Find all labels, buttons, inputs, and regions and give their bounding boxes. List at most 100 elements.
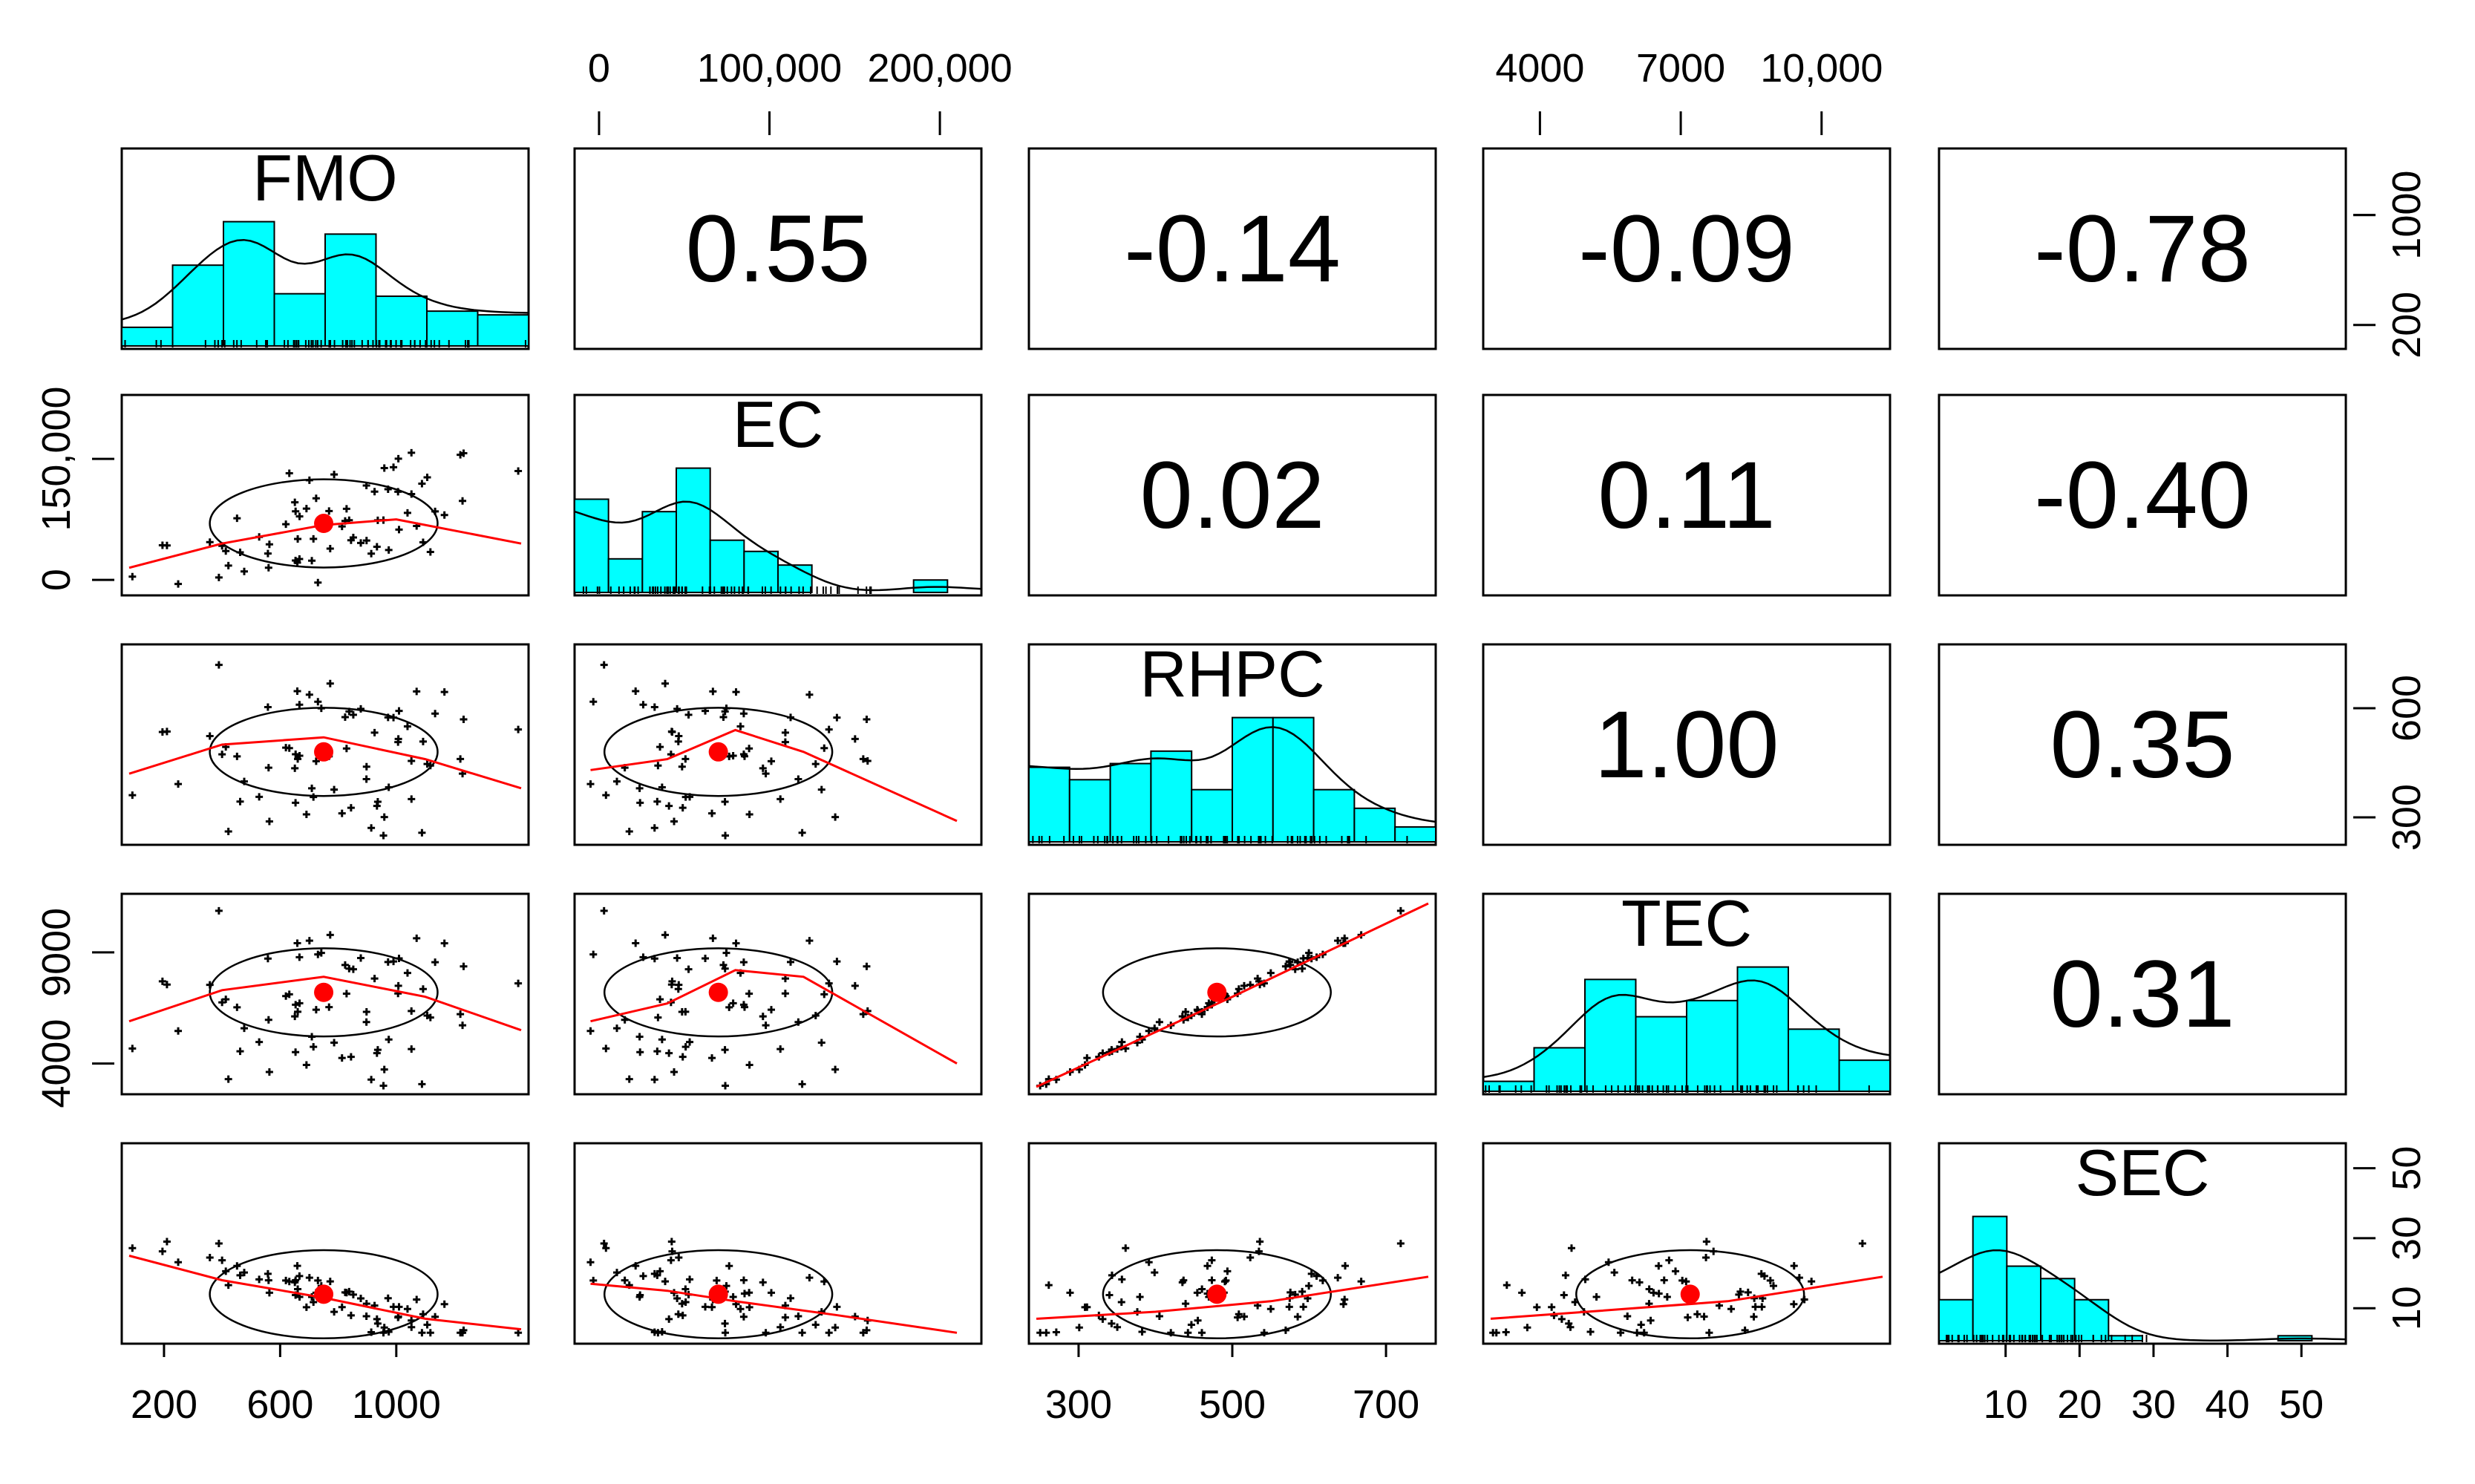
data-point (1223, 1267, 1232, 1275)
panel-frame (1938, 643, 2347, 846)
mean-point (314, 514, 334, 534)
data-point (1637, 1321, 1645, 1329)
data-point (833, 958, 841, 966)
data-point (665, 1315, 673, 1323)
data-point (285, 469, 293, 477)
data-point (1610, 1269, 1618, 1277)
correlation-fmo-tec: -0.09 (1578, 196, 1795, 302)
y-tick-label-fmo: 1000 (2384, 171, 2429, 260)
data-point (293, 687, 301, 696)
data-point (708, 1054, 716, 1062)
data-point (265, 1289, 273, 1297)
data-point (820, 990, 828, 998)
data-point (759, 764, 767, 772)
data-point (859, 755, 867, 763)
data-point (1592, 1292, 1601, 1301)
data-point (1660, 1276, 1668, 1284)
hist-bar-rhpc-2 (1109, 762, 1152, 843)
panel-tec-fmo (120, 892, 530, 1096)
data-point (586, 1258, 595, 1266)
data-point (1299, 955, 1307, 963)
data-point (719, 961, 728, 969)
data-point (218, 998, 226, 1007)
data-point (1246, 1253, 1255, 1261)
data-point (787, 1294, 794, 1302)
data-point (385, 1036, 393, 1044)
data-point (613, 777, 621, 785)
data-point (295, 512, 304, 520)
x-tick-label-ec: 100,000 (697, 46, 842, 91)
data-point (312, 1006, 320, 1014)
panel-frame (573, 643, 983, 846)
data-point (302, 1303, 310, 1311)
x-tick-label-sec: 30 (2131, 1382, 2176, 1427)
data-point (408, 1323, 416, 1331)
data-point (357, 1294, 365, 1302)
data-point (1682, 1278, 1690, 1286)
data-point (218, 751, 226, 759)
data-point (457, 755, 465, 763)
data-point (1184, 1329, 1192, 1337)
data-point (1042, 1329, 1050, 1337)
data-point (1624, 1312, 1632, 1320)
data-point (408, 448, 416, 457)
data-point (310, 1043, 318, 1051)
hist-bar-ec-1 (607, 558, 644, 594)
data-point (370, 728, 379, 736)
mean-point (708, 742, 728, 762)
data-point (787, 958, 794, 966)
panel-fmo-tec: -0.09 (1482, 147, 1892, 350)
variable-name-tec: TEC (1621, 886, 1752, 960)
hist-bar-rhpc-1 (1068, 779, 1111, 843)
data-point (1715, 1301, 1723, 1310)
data-point (600, 906, 608, 915)
data-point (1151, 1269, 1159, 1277)
data-point (236, 1271, 244, 1279)
hist-bar-fmo-0 (121, 326, 174, 347)
loess-curve (128, 736, 522, 790)
data-point (325, 507, 333, 515)
data-point (831, 1065, 840, 1073)
mean-point (314, 982, 334, 1002)
data-point (380, 1065, 388, 1073)
data-point (1198, 1285, 1206, 1293)
data-point (330, 1039, 339, 1047)
panel-fmo-sec: -0.78 (1938, 147, 2347, 350)
data-point (670, 817, 679, 826)
data-point (670, 1068, 679, 1076)
hist-bar-fmo-4 (324, 233, 377, 347)
data-point (667, 1238, 676, 1246)
loess-curve (590, 1282, 958, 1334)
data-point (1286, 961, 1295, 969)
data-point (373, 798, 382, 805)
data-point (1193, 1289, 1201, 1297)
y-tick-label-rhpc: 300 (2384, 784, 2429, 851)
hist-bar-tec-6 (1788, 1028, 1840, 1093)
data-point (1790, 1262, 1798, 1270)
data-point (674, 1310, 682, 1318)
data-point (745, 990, 753, 998)
correlation-ellipse (209, 478, 439, 569)
correlation-ellipse (209, 947, 439, 1038)
hist-bar-rhpc-0 (1028, 766, 1070, 843)
data-point (678, 1300, 686, 1308)
data-point (240, 1024, 248, 1033)
data-point (811, 1321, 820, 1329)
data-point (264, 955, 272, 963)
data-point (158, 541, 166, 549)
y-tick-label-tec: 4000 (34, 1019, 79, 1108)
data-point (668, 977, 676, 985)
data-point (1750, 1313, 1758, 1321)
data-point (1635, 1278, 1644, 1287)
density-curve-sec (1938, 1249, 2347, 1341)
data-point (342, 745, 350, 753)
panel-sec-ec (573, 1142, 983, 1345)
x-tick-label-sec: 10 (1984, 1382, 2028, 1427)
data-point (330, 471, 339, 479)
data-point (721, 1046, 729, 1054)
data-point (460, 715, 468, 723)
data-point (308, 557, 316, 565)
data-point (686, 1275, 694, 1284)
data-point (380, 464, 388, 472)
mean-point (708, 982, 728, 1002)
